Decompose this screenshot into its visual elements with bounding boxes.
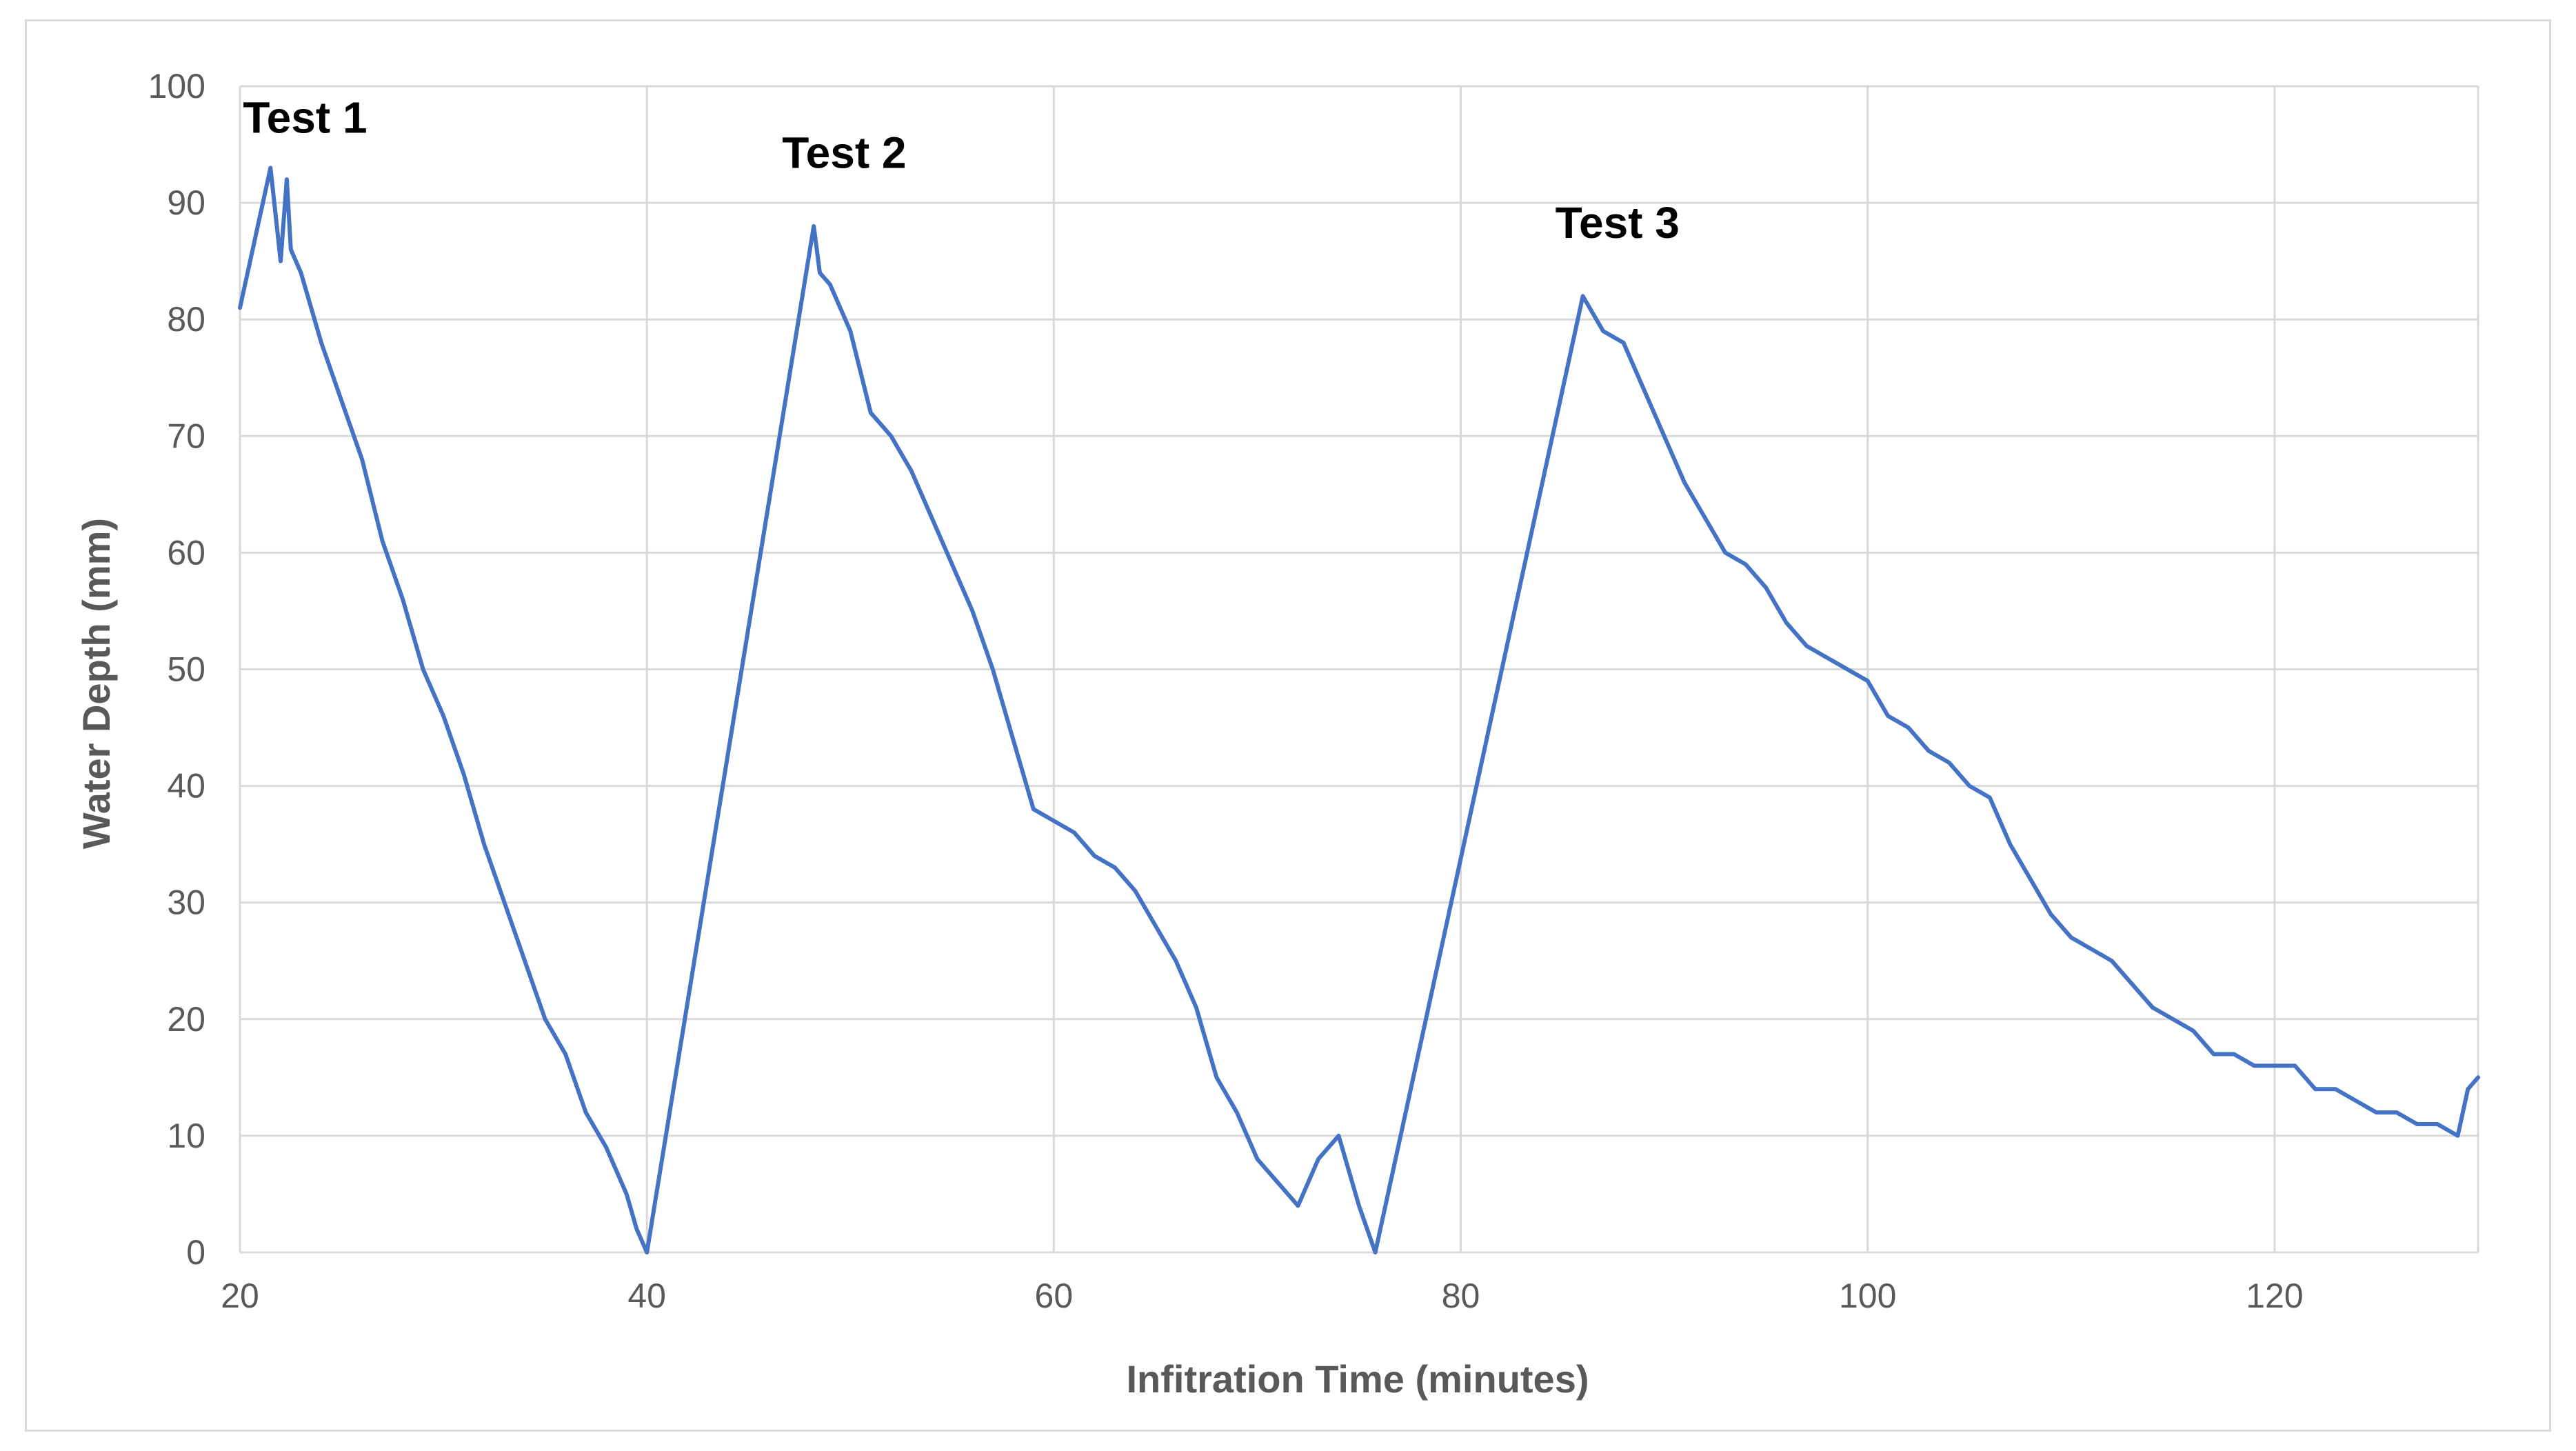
annotation-label: Test 3: [1556, 198, 1680, 248]
gridlines: [239, 85, 2479, 1254]
y-tick-label: 80: [167, 300, 205, 339]
x-tick-label: 40: [627, 1277, 666, 1315]
y-tick-labels: 0 10 20 30 40 50 60 70 80 90 100: [148, 67, 205, 1272]
y-tick-label: 30: [167, 883, 205, 922]
x-tick-label: 120: [2246, 1277, 2303, 1315]
y-tick-label: 100: [148, 67, 205, 106]
chart-frame: 20 40 60 80 100 120 0 10 20 30 40 50 60 70 80 90 100 Te…: [25, 19, 2551, 1432]
annotation-label: Test 1: [243, 93, 367, 143]
x-tick-label: 60: [1035, 1277, 1074, 1315]
x-tick-label: 80: [1442, 1277, 1480, 1315]
x-tick-label: 20: [221, 1277, 259, 1315]
x-axis-title: Infitration Time (minutes): [1127, 1357, 1589, 1401]
annotation-label: Test 2: [782, 128, 906, 177]
annotations: Test 1 Test 2 Test 3: [243, 93, 1680, 248]
series-lines: [238, 166, 2480, 1254]
y-tick-label: 50: [167, 650, 205, 689]
x-tick-label: 100: [1839, 1277, 1896, 1315]
y-tick-label: 0: [186, 1233, 205, 1272]
y-tick-label: 90: [167, 183, 205, 222]
y-tick-label: 10: [167, 1117, 205, 1155]
y-tick-label: 40: [167, 767, 205, 805]
y-tick-label: 60: [167, 533, 205, 572]
x-tick-labels: 20 40 60 80 100 120: [221, 1277, 2303, 1315]
y-axis-title: Water Depth (mm): [74, 518, 118, 849]
line-chart: 20 40 60 80 100 120 0 10 20 30 40 50 60 70 80 90 100 Te…: [74, 67, 2480, 1401]
y-tick-label: 70: [167, 417, 205, 455]
y-tick-label: 20: [167, 1000, 205, 1039]
series-line: [238, 166, 2480, 1254]
